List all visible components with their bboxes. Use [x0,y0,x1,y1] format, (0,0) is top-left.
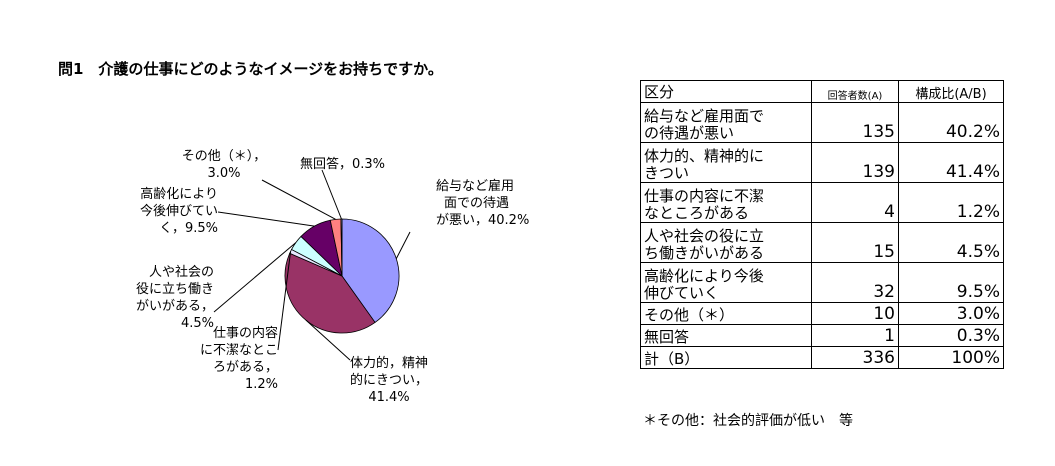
table-row: 人や社会の役に立 ち働きがいがある 15 4.5% [640,222,1004,263]
row-ratio: 40.2% [898,102,1004,143]
row-count: 1 [811,324,899,347]
row-category: 高齢化により今後 伸びていく [640,262,812,303]
table-row: 高齢化により今後 伸びていく 32 9.5% [640,262,1004,303]
table-row: 体力的、精神的に きつい 139 41.4% [640,142,1004,183]
row-ratio: 100% [898,346,1004,369]
leader-line [321,169,342,220]
row-count: 4 [811,182,899,223]
label-unclean: 仕事の内容 に不潔なとこ ろがある， 1.2% [199,326,278,392]
row-ratio: 4.5% [898,222,1004,263]
leader-line [277,251,292,351]
footnote: ＊その他：社会的評価が低い 等 [643,413,853,429]
row-ratio: 9.5% [898,262,1004,303]
table-header-row: 区分 回答者数(A) 構成比(A/B) [640,80,1004,103]
table-row: 仕事の内容に不潔 なところがある 4 1.2% [640,182,1004,223]
row-count: 10 [811,302,899,325]
row-category: その他（＊） [640,302,812,325]
header-count: 回答者数(A) [811,80,899,103]
leader-line [305,319,351,361]
row-category: 仕事の内容に不潔 なところがある [640,182,812,223]
leader-line [217,211,315,227]
page-title: 問1 介護の仕事にどのようなイメージをお持ちですか。 [58,60,443,78]
label-rewarding: 人や社会の 役に立ち働き がいがある， 4.5% [135,265,214,331]
leader-line [213,242,297,313]
table-row: 給与など雇用面で の待遇が悪い 135 40.2% [640,102,1004,143]
row-ratio: 0.3% [898,324,1004,347]
row-count: 32 [811,262,899,303]
row-category: 人や社会の役に立 ち働きがいがある [640,222,812,263]
row-ratio: 3.0% [898,302,1004,325]
pie-slice [341,218,400,324]
row-count: 135 [811,102,899,143]
pie-chart [213,169,411,361]
row-category: 計（B） [640,346,812,369]
table-row: その他（＊） 10 3.0% [640,302,1004,325]
row-ratio: 41.4% [898,142,1004,183]
row-ratio: 1.2% [898,182,1004,223]
leader-line [395,231,411,259]
table-total-row: 計（B） 336 100% [640,346,1004,369]
data-table: 区分 回答者数(A) 構成比(A/B) 給与など雇用面で の待遇が悪い 135 4… [640,80,1004,369]
row-count: 336 [811,346,899,369]
row-count: 15 [811,222,899,263]
row-category: 体力的、精神的に きつい [640,142,812,183]
label-physically-hard: 体力的，精神 的にきつい， 41.4% [350,356,429,405]
header-category: 区分 [640,80,812,103]
row-category: 給与など雇用面で の待遇が悪い [640,102,812,143]
row-count: 139 [811,142,899,183]
table-row: 無回答 1 0.3% [640,324,1004,347]
leader-line [261,179,336,220]
label-other: その他（＊）， 3.0% [181,149,267,181]
header-ratio: 構成比(A/B) [898,80,1004,103]
row-category: 無回答 [640,324,812,347]
label-aging-growth: 高齢化により 今後伸びてい く，9.5% [139,187,218,236]
label-low-pay: 給与など雇用 面での待遇 が悪い，40.2% [436,179,530,228]
label-no-answer: 無回答，0.3% [300,157,386,172]
